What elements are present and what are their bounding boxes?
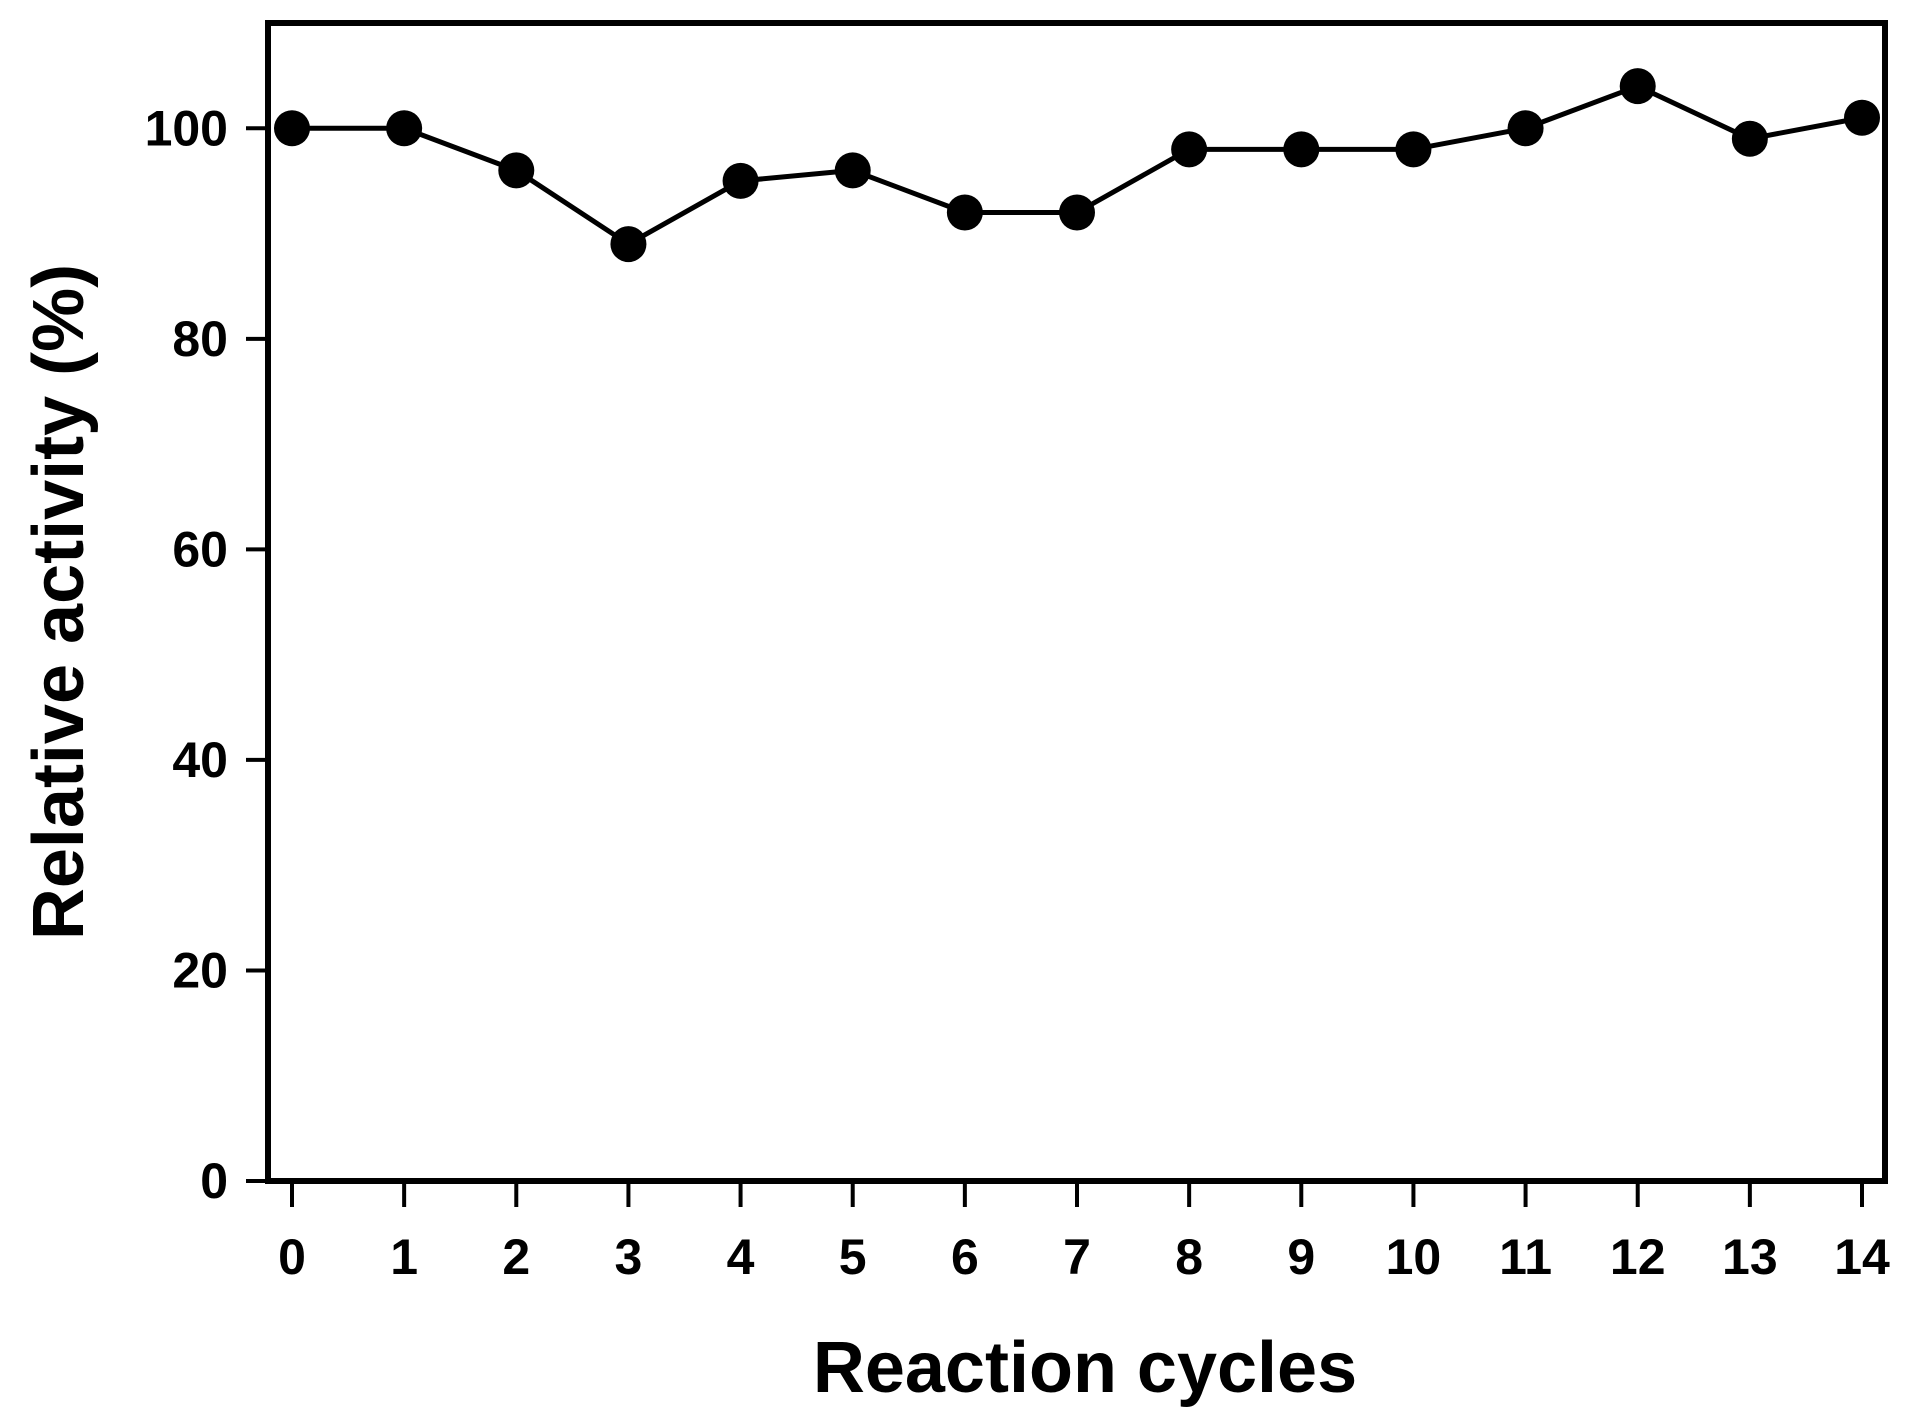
x-tick-label: 1: [390, 1229, 418, 1285]
x-tick-label: 6: [951, 1229, 979, 1285]
data-point: [610, 226, 647, 263]
data-point: [1507, 110, 1544, 147]
x-tick-label: 7: [1063, 1229, 1091, 1285]
data-point: [274, 110, 310, 147]
x-tick-label: 5: [839, 1229, 867, 1285]
data-point: [1619, 68, 1656, 105]
data-point: [722, 162, 759, 199]
plot-frame: [265, 20, 1888, 1184]
data-point: [386, 110, 423, 147]
y-tick-label: 20: [172, 942, 228, 998]
x-tick-label: 3: [615, 1229, 643, 1285]
x-tick-label: 4: [727, 1229, 755, 1285]
x-tick-label: 13: [1722, 1229, 1778, 1285]
x-tick-label: 14: [1834, 1229, 1890, 1285]
y-tick-label: 40: [172, 732, 228, 788]
data-point: [834, 152, 871, 189]
y-tick-label: 80: [172, 311, 228, 367]
data-point: [1171, 131, 1208, 168]
data-point: [946, 194, 983, 231]
data-point: [1731, 120, 1768, 157]
x-tick-label: 0: [278, 1229, 306, 1285]
x-tick-label: 11: [1499, 1229, 1552, 1285]
x-tick-label: 12: [1610, 1229, 1666, 1285]
data-point: [1844, 99, 1881, 136]
x-axis-title: Reaction cycles: [812, 1328, 1358, 1408]
data-point: [498, 152, 535, 189]
x-tick-label: 8: [1175, 1229, 1203, 1285]
y-tick-label: 60: [172, 521, 228, 577]
x-tick-label: 10: [1386, 1229, 1442, 1285]
data-point: [1283, 131, 1320, 168]
y-tick-label: 100: [145, 100, 228, 156]
y-axis-title: Relative activity (%): [19, 263, 99, 941]
y-tick-label: 0: [200, 1153, 228, 1209]
x-tick-label: 9: [1287, 1229, 1315, 1285]
data-point: [1395, 131, 1432, 168]
x-tick-label: 2: [502, 1229, 530, 1285]
data-point: [1059, 194, 1096, 231]
